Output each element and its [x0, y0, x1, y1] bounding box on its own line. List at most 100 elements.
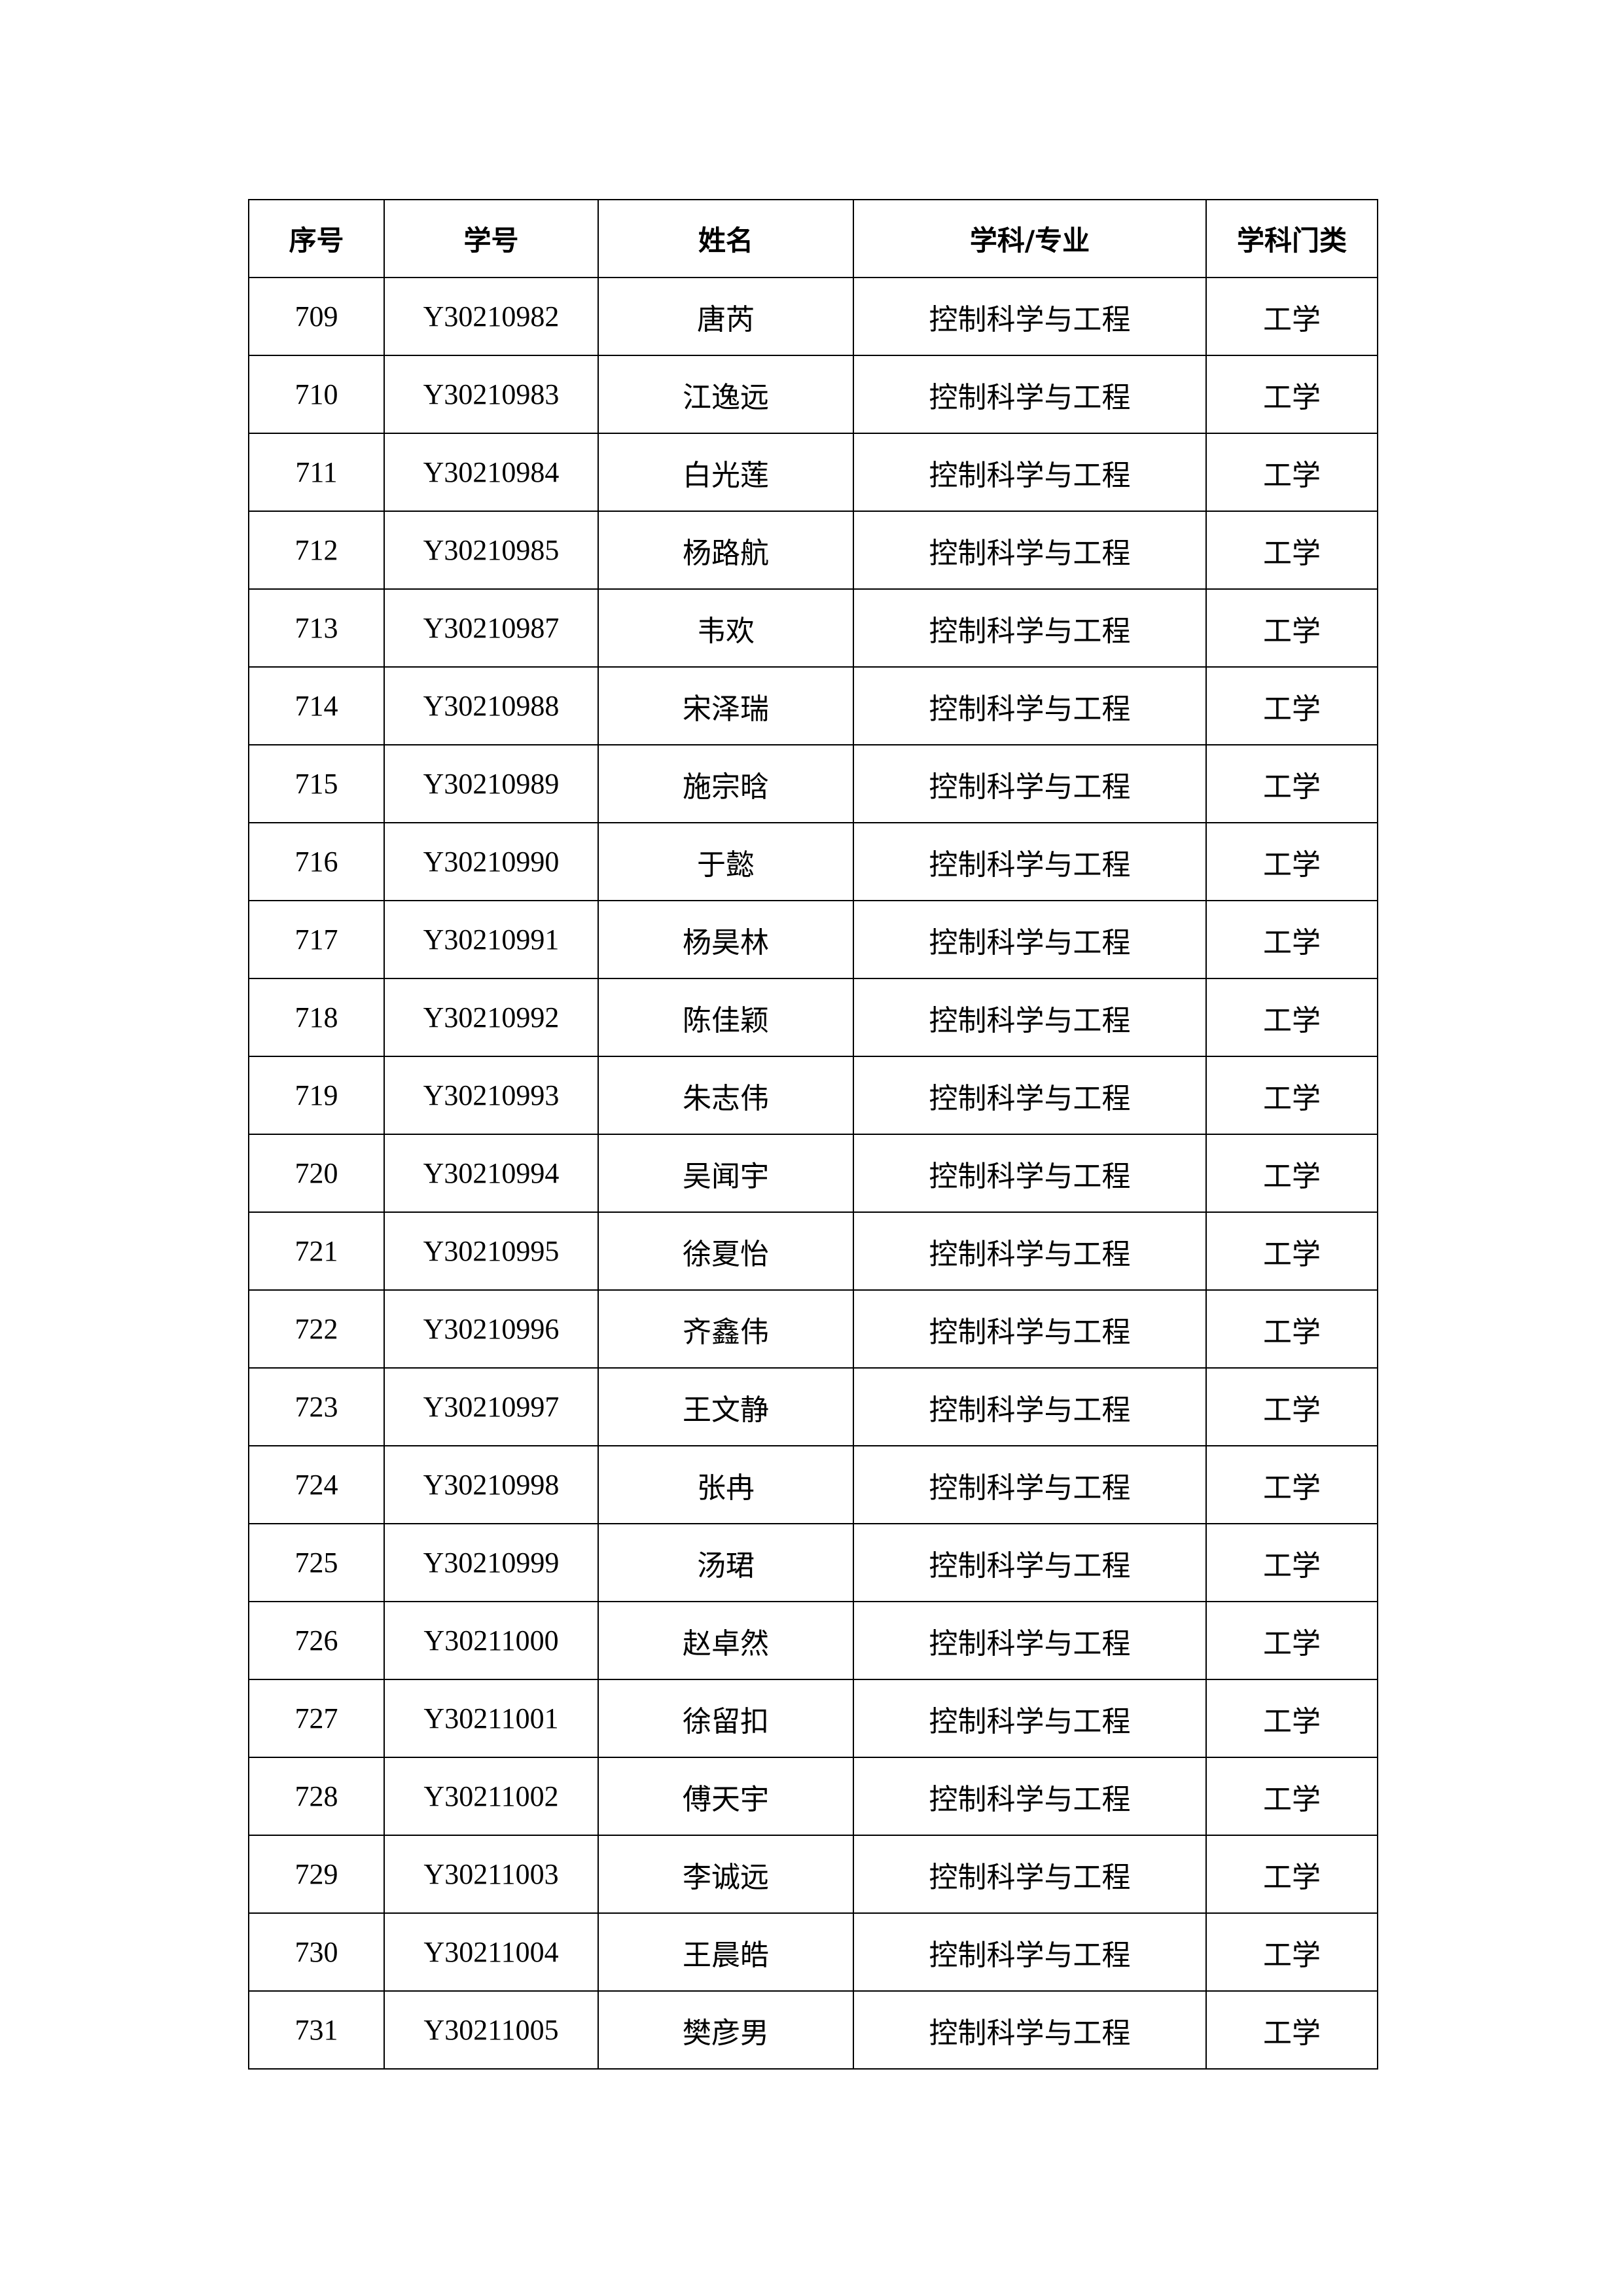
header-col-name: 姓名: [597, 199, 854, 278]
cell-col-name: 吴闻宇: [597, 1134, 854, 1213]
cell-col-index: 713: [248, 588, 385, 668]
cell-col-category: 工学: [1205, 666, 1378, 745]
cell-col-major: 控制科学与工程: [853, 1601, 1207, 1680]
cell-col-name: 徐留扣: [597, 1679, 854, 1758]
cell-col-major: 控制科学与工程: [853, 1367, 1207, 1446]
cell-col-major: 控制科学与工程: [853, 978, 1207, 1057]
cell-col-index: 729: [248, 1835, 385, 1914]
table-row: 720 Y30210994 吴闻宇 控制科学与工程 工学: [248, 1134, 1378, 1213]
cell-col-category: 工学: [1205, 1679, 1378, 1758]
cell-col-student-id: Y30210991: [383, 900, 599, 979]
cell-col-index: 722: [248, 1289, 385, 1369]
cell-col-major: 控制科学与工程: [853, 1523, 1207, 1602]
cell-col-major: 控制科学与工程: [853, 1211, 1207, 1291]
cell-col-name: 陈佳颖: [597, 978, 854, 1057]
cell-col-name: 宋泽瑞: [597, 666, 854, 745]
cell-col-index: 717: [248, 900, 385, 979]
cell-col-student-id: Y30211002: [383, 1757, 599, 1836]
table-row: 730 Y30211004 王晨皓 控制科学与工程 工学: [248, 1912, 1378, 1992]
cell-col-major: 控制科学与工程: [853, 900, 1207, 979]
header-col-student-id: 学号: [383, 199, 599, 278]
cell-col-category: 工学: [1205, 1445, 1378, 1524]
header-col-index: 序号: [248, 199, 385, 278]
cell-col-major: 控制科学与工程: [853, 1679, 1207, 1758]
header-col-category: 学科门类: [1205, 199, 1378, 278]
cell-col-category: 工学: [1205, 900, 1378, 979]
cell-col-index: 724: [248, 1445, 385, 1524]
cell-col-student-id: Y30210992: [383, 978, 599, 1057]
cell-col-student-id: Y30211005: [383, 1990, 599, 2070]
cell-col-index: 723: [248, 1367, 385, 1446]
cell-col-name: 韦欢: [597, 588, 854, 668]
cell-col-category: 工学: [1205, 1367, 1378, 1446]
cell-col-student-id: Y30210988: [383, 666, 599, 745]
cell-col-student-id: Y30210984: [383, 433, 599, 512]
header-col-major: 学科/专业: [853, 199, 1207, 278]
cell-col-major: 控制科学与工程: [853, 1990, 1207, 2070]
cell-col-student-id: Y30210987: [383, 588, 599, 668]
cell-col-category: 工学: [1205, 1523, 1378, 1602]
cell-col-category: 工学: [1205, 744, 1378, 823]
cell-col-student-id: Y30210982: [383, 277, 599, 356]
cell-col-student-id: Y30210989: [383, 744, 599, 823]
cell-col-category: 工学: [1205, 1134, 1378, 1213]
table-row: 715 Y30210989 施宗晗 控制科学与工程 工学: [248, 744, 1378, 823]
cell-col-name: 王文静: [597, 1367, 854, 1446]
cell-col-name: 李诚远: [597, 1835, 854, 1914]
cell-col-category: 工学: [1205, 511, 1378, 590]
cell-col-student-id: Y30210995: [383, 1211, 599, 1291]
table-row: 717 Y30210991 杨昊林 控制科学与工程 工学: [248, 900, 1378, 979]
table-row: 722 Y30210996 齐鑫伟 控制科学与工程 工学: [248, 1289, 1378, 1369]
table-row: 718 Y30210992 陈佳颖 控制科学与工程 工学: [248, 978, 1378, 1057]
cell-col-index: 715: [248, 744, 385, 823]
cell-col-category: 工学: [1205, 1912, 1378, 1992]
table-row: 719 Y30210993 朱志伟 控制科学与工程 工学: [248, 1056, 1378, 1135]
cell-col-name: 杨昊林: [597, 900, 854, 979]
cell-col-name: 施宗晗: [597, 744, 854, 823]
cell-col-student-id: Y30210994: [383, 1134, 599, 1213]
cell-col-name: 徐夏怡: [597, 1211, 854, 1291]
cell-col-student-id: Y30210996: [383, 1289, 599, 1369]
cell-col-major: 控制科学与工程: [853, 511, 1207, 590]
cell-col-category: 工学: [1205, 1757, 1378, 1836]
cell-col-student-id: Y30211003: [383, 1835, 599, 1914]
cell-col-student-id: Y30211001: [383, 1679, 599, 1758]
cell-col-index: 728: [248, 1757, 385, 1836]
table-row: 710 Y30210983 江逸远 控制科学与工程 工学: [248, 355, 1378, 434]
cell-col-category: 工学: [1205, 433, 1378, 512]
table-row: 721 Y30210995 徐夏怡 控制科学与工程 工学: [248, 1211, 1378, 1291]
cell-col-index: 716: [248, 822, 385, 901]
cell-col-name: 傅天宇: [597, 1757, 854, 1836]
cell-col-student-id: Y30210983: [383, 355, 599, 434]
cell-col-index: 711: [248, 433, 385, 512]
cell-col-name: 汤珺: [597, 1523, 854, 1602]
table-row: 726 Y30211000 赵卓然 控制科学与工程 工学: [248, 1601, 1378, 1680]
student-table: 序号 学号 姓名 学科/专业 学科门类 709 Y30210982 唐芮 控制科学与工程 工学 7…: [248, 199, 1378, 2070]
cell-col-category: 工学: [1205, 1289, 1378, 1369]
table-row: 712 Y30210985 杨路航 控制科学与工程 工学: [248, 511, 1378, 590]
cell-col-name: 朱志伟: [597, 1056, 854, 1135]
cell-col-student-id: Y30210999: [383, 1523, 599, 1602]
cell-col-major: 控制科学与工程: [853, 1289, 1207, 1369]
cell-col-index: 712: [248, 511, 385, 590]
cell-col-major: 控制科学与工程: [853, 1757, 1207, 1836]
cell-col-name: 王晨皓: [597, 1912, 854, 1992]
table-row: 713 Y30210987 韦欢 控制科学与工程 工学: [248, 588, 1378, 668]
cell-col-category: 工学: [1205, 1211, 1378, 1291]
cell-col-name: 赵卓然: [597, 1601, 854, 1680]
cell-col-student-id: Y30211000: [383, 1601, 599, 1680]
cell-col-index: 718: [248, 978, 385, 1057]
cell-col-index: 709: [248, 277, 385, 356]
cell-col-name: 樊彦男: [597, 1990, 854, 2070]
cell-col-name: 于懿: [597, 822, 854, 901]
table-row: 709 Y30210982 唐芮 控制科学与工程 工学: [248, 277, 1378, 356]
cell-col-category: 工学: [1205, 1056, 1378, 1135]
cell-col-name: 江逸远: [597, 355, 854, 434]
table-row: 727 Y30211001 徐留扣 控制科学与工程 工学: [248, 1679, 1378, 1758]
cell-col-category: 工学: [1205, 277, 1378, 356]
cell-col-student-id: Y30211004: [383, 1912, 599, 1992]
cell-col-category: 工学: [1205, 822, 1378, 901]
cell-col-major: 控制科学与工程: [853, 433, 1207, 512]
cell-col-student-id: Y30210993: [383, 1056, 599, 1135]
table-row: 725 Y30210999 汤珺 控制科学与工程 工学: [248, 1523, 1378, 1602]
